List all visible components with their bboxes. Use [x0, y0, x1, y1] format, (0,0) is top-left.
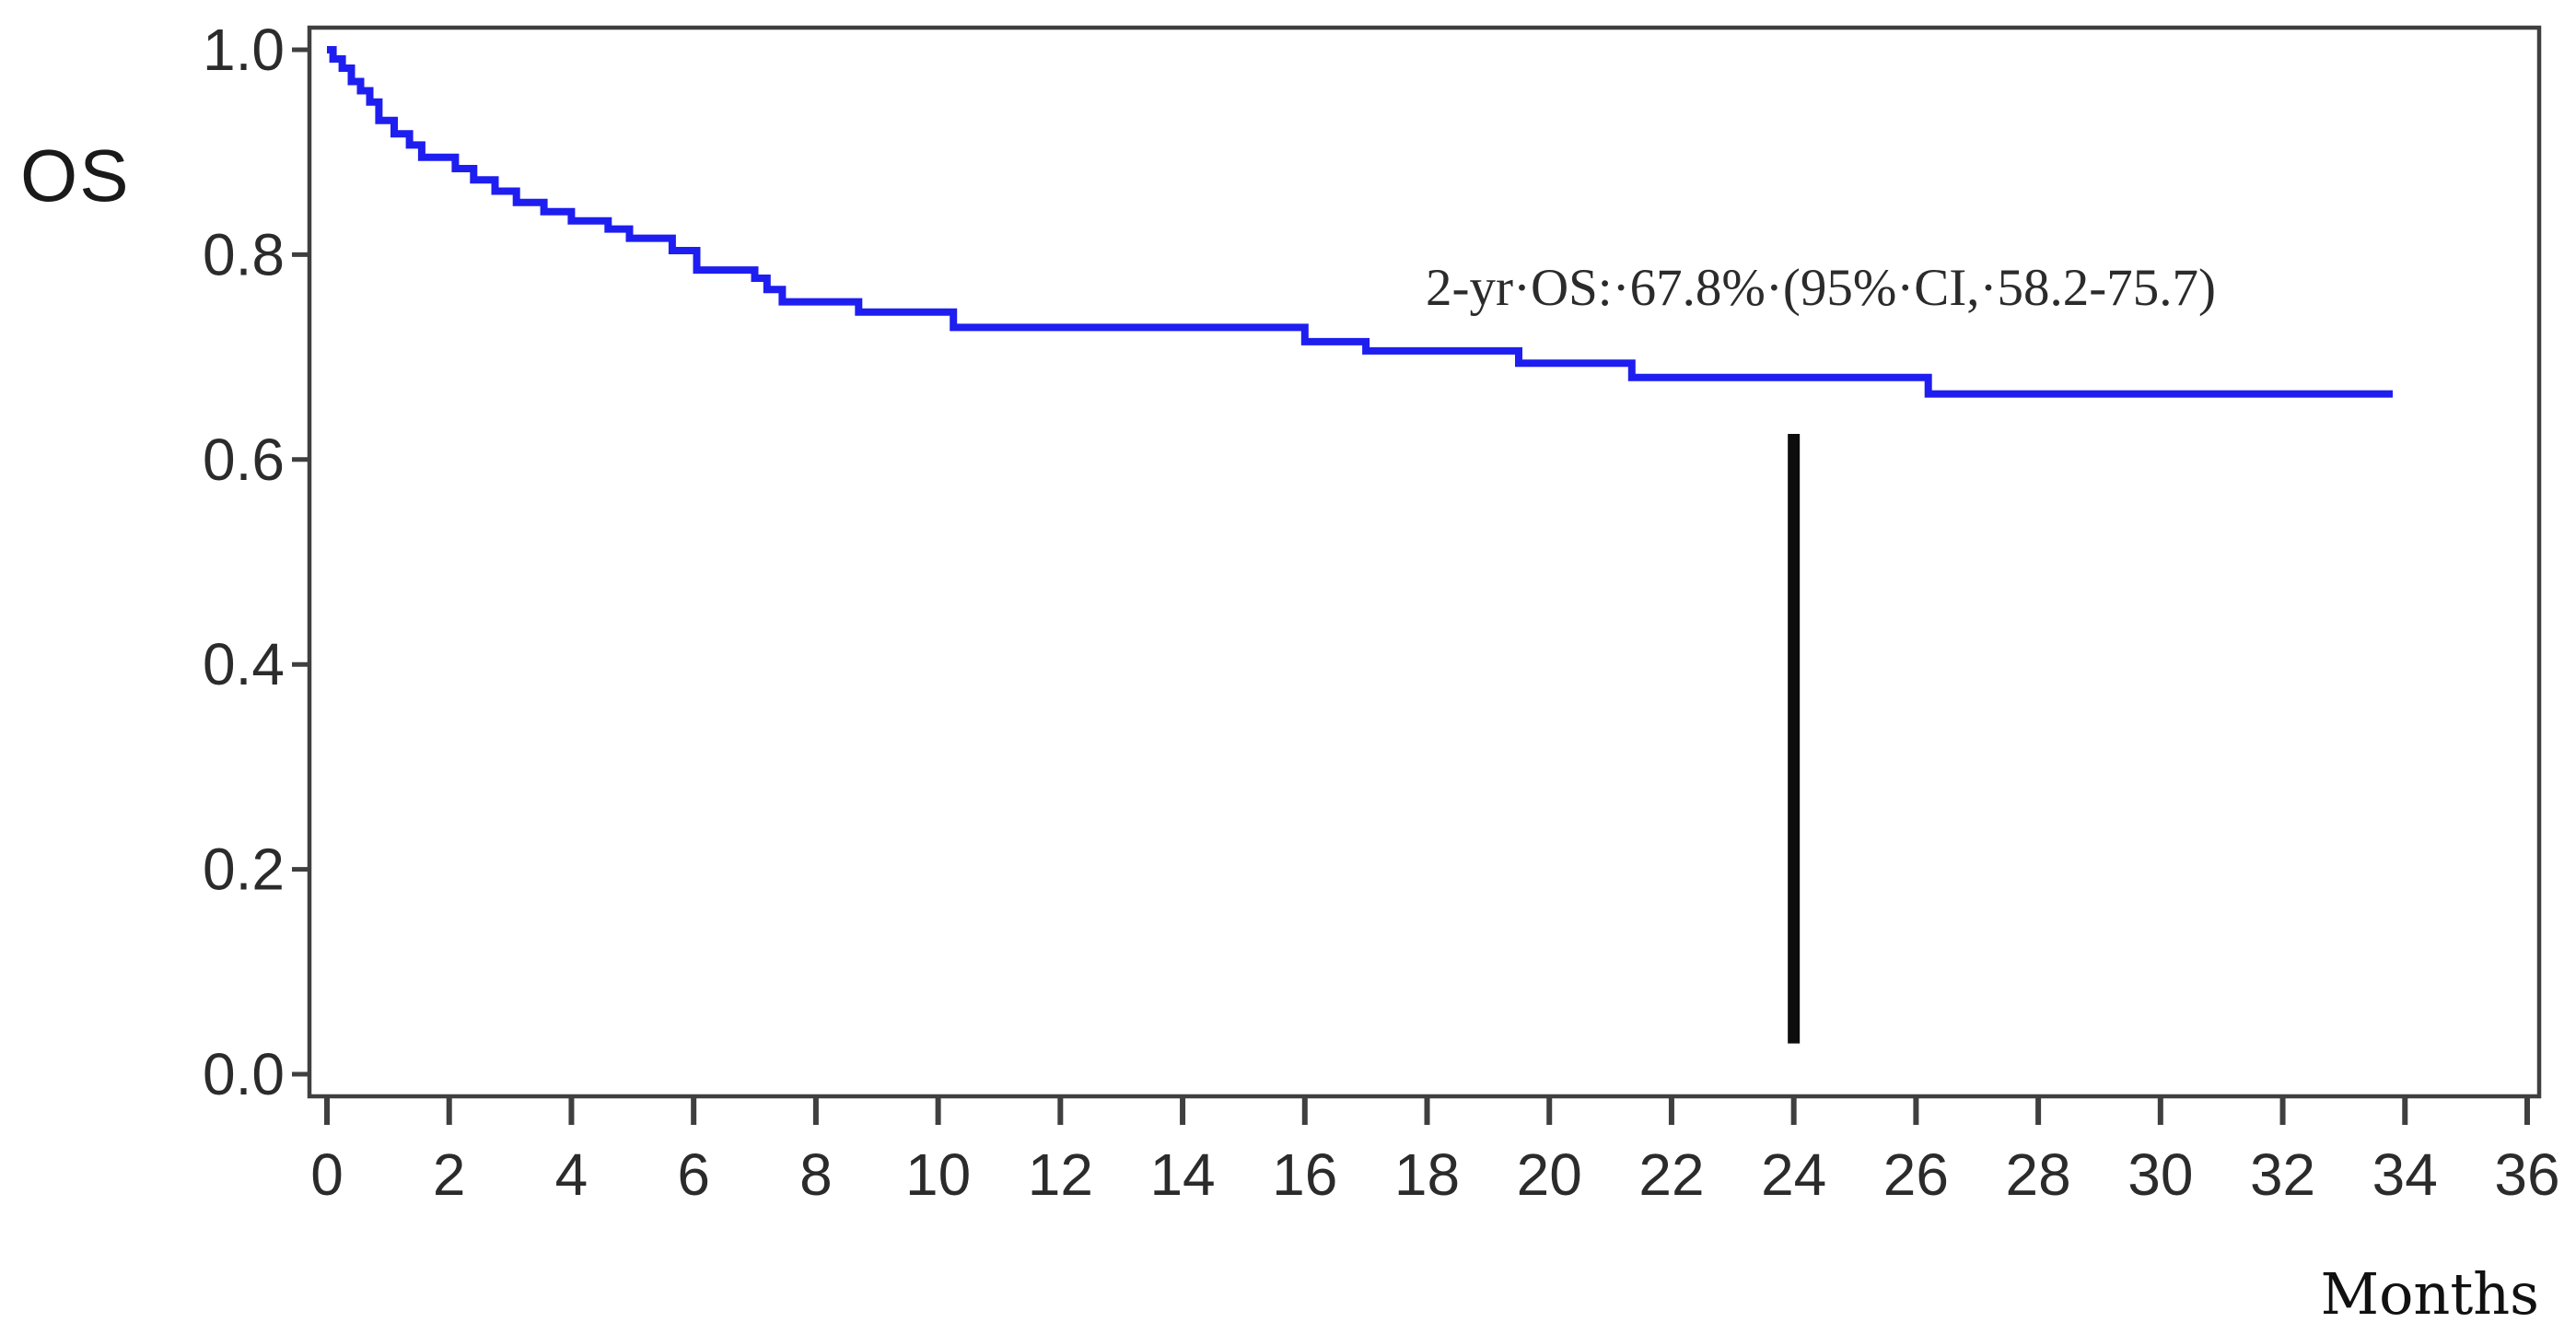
x-tick-label: 0 [310, 1141, 344, 1208]
x-tick-label: 22 [1638, 1141, 1704, 1208]
y-tick-label: 0.2 [203, 837, 285, 903]
x-tick-label: 24 [1761, 1141, 1826, 1208]
x-tick-label: 18 [1394, 1141, 1460, 1208]
x-tick-label: 6 [677, 1141, 710, 1208]
x-tick-label: 28 [2006, 1141, 2071, 1208]
x-tick-label: 32 [2250, 1141, 2315, 1208]
x-tick-label: 36 [2494, 1141, 2559, 1208]
x-tick-label: 34 [2372, 1141, 2438, 1208]
y-tick-label: 0.8 [203, 221, 285, 287]
x-tick-label: 26 [1883, 1141, 1949, 1208]
y-tick-label: 1.0 [203, 17, 285, 83]
x-tick-label: 14 [1149, 1141, 1215, 1208]
x-tick-label: 10 [905, 1141, 971, 1208]
y-tick-label: 0.4 [203, 631, 285, 697]
x-tick-label: 16 [1272, 1141, 1337, 1208]
y-tick-label: 0.6 [203, 427, 285, 493]
x-tick-label: 12 [1028, 1141, 1093, 1208]
x-tick-label: 4 [555, 1141, 589, 1208]
axis-tick-layer: 0 2 4 6 8 10 12 14 16 18 20 22 24 26 28 30 32 34 360.00.20… [203, 17, 2560, 1208]
x-tick-label: 20 [1517, 1141, 1582, 1208]
series-layer [327, 46, 2393, 1044]
x-axis-title: Months [2321, 1260, 2539, 1328]
y-axis-title: OS [20, 135, 131, 216]
plot-frame-layer [307, 25, 2542, 1099]
x-tick-label: 30 [2127, 1141, 2193, 1208]
plot-frame [307, 25, 2542, 1099]
x-tick-label: 8 [799, 1141, 833, 1208]
km-survival-curve [327, 46, 2393, 398]
annotation-2yr-os: 2-yr·OS:·67.8%·(95%·CI,·58.2-75.7) [1426, 259, 2216, 317]
x-tick-label: 2 [433, 1141, 466, 1208]
y-tick-label: 0.0 [203, 1041, 285, 1107]
